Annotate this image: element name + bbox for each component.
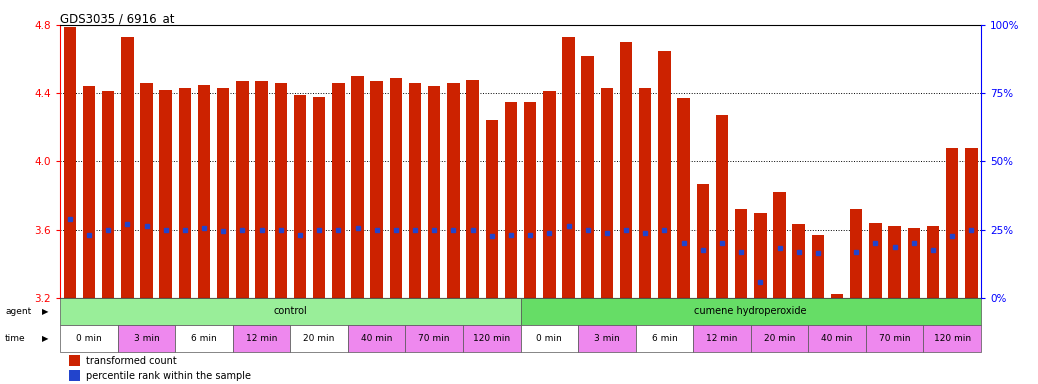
Bar — [889, 226, 901, 298]
Text: 0 min: 0 min — [537, 334, 563, 343]
Bar — [312, 96, 325, 298]
Text: cumene hydroperoxide: cumene hydroperoxide — [694, 306, 807, 316]
Text: 20 min: 20 min — [303, 334, 335, 343]
Bar — [504, 102, 517, 298]
Bar — [658, 51, 671, 298]
Bar — [275, 83, 288, 298]
Text: 20 min: 20 min — [764, 334, 795, 343]
Text: 3 min: 3 min — [594, 334, 620, 343]
Bar — [601, 88, 613, 298]
Bar — [773, 192, 786, 298]
FancyBboxPatch shape — [866, 325, 924, 353]
Bar — [563, 37, 575, 298]
FancyBboxPatch shape — [635, 325, 693, 353]
FancyBboxPatch shape — [750, 325, 809, 353]
Bar — [696, 184, 709, 298]
Bar — [830, 295, 843, 298]
Bar — [294, 95, 306, 298]
Text: GDS3035 / 6916_at: GDS3035 / 6916_at — [60, 12, 174, 25]
Bar — [428, 86, 440, 298]
Bar — [102, 91, 114, 298]
Bar — [70, 370, 81, 381]
Bar — [927, 226, 939, 298]
Text: time: time — [5, 334, 26, 343]
FancyBboxPatch shape — [175, 325, 233, 353]
Bar — [198, 84, 211, 298]
Bar — [524, 102, 537, 298]
FancyBboxPatch shape — [348, 325, 406, 353]
Bar — [160, 90, 172, 298]
Bar — [486, 121, 498, 298]
Text: 3 min: 3 min — [134, 334, 160, 343]
Bar — [850, 209, 863, 298]
FancyBboxPatch shape — [520, 298, 981, 325]
Text: 70 min: 70 min — [418, 334, 450, 343]
Text: 12 min: 12 min — [706, 334, 738, 343]
Bar — [332, 83, 345, 298]
Text: 120 min: 120 min — [933, 334, 971, 343]
FancyBboxPatch shape — [60, 325, 117, 353]
FancyBboxPatch shape — [578, 325, 635, 353]
Text: 6 min: 6 min — [652, 334, 677, 343]
Text: 40 min: 40 min — [361, 334, 392, 343]
Bar — [678, 98, 690, 298]
Text: transformed count: transformed count — [86, 356, 176, 366]
Bar — [581, 56, 594, 298]
FancyBboxPatch shape — [520, 325, 578, 353]
FancyBboxPatch shape — [809, 325, 866, 353]
Bar — [754, 212, 766, 298]
FancyBboxPatch shape — [233, 325, 291, 353]
Text: agent: agent — [5, 307, 31, 316]
Bar — [639, 88, 652, 298]
Bar — [812, 235, 824, 298]
Text: 120 min: 120 min — [473, 334, 511, 343]
Bar — [371, 81, 383, 298]
FancyBboxPatch shape — [117, 325, 175, 353]
Bar — [179, 88, 191, 298]
Bar — [121, 37, 134, 298]
Bar — [217, 88, 229, 298]
Bar — [620, 42, 632, 298]
Bar — [83, 86, 95, 298]
FancyBboxPatch shape — [924, 325, 981, 353]
Bar — [965, 148, 978, 298]
Text: ▶: ▶ — [42, 307, 48, 316]
Bar — [447, 83, 460, 298]
Bar — [543, 91, 555, 298]
Bar — [389, 78, 402, 298]
FancyBboxPatch shape — [693, 325, 750, 353]
FancyBboxPatch shape — [291, 325, 348, 353]
FancyBboxPatch shape — [406, 325, 463, 353]
Bar — [63, 26, 76, 298]
Text: ▶: ▶ — [42, 334, 48, 343]
Text: 6 min: 6 min — [191, 334, 217, 343]
Bar — [716, 115, 729, 298]
Text: 0 min: 0 min — [76, 334, 102, 343]
Bar — [70, 355, 81, 366]
Text: control: control — [273, 306, 307, 316]
Bar — [140, 83, 153, 298]
Text: percentile rank within the sample: percentile rank within the sample — [86, 371, 251, 381]
Bar — [735, 209, 747, 298]
FancyBboxPatch shape — [60, 298, 520, 325]
Bar — [237, 81, 249, 298]
Bar — [792, 224, 804, 298]
Text: 12 min: 12 min — [246, 334, 277, 343]
Bar — [946, 148, 958, 298]
Text: 40 min: 40 min — [821, 334, 853, 343]
Bar — [351, 76, 363, 298]
FancyBboxPatch shape — [463, 325, 520, 353]
Bar — [409, 83, 421, 298]
Text: 70 min: 70 min — [879, 334, 910, 343]
Bar — [869, 223, 881, 298]
Bar — [907, 228, 920, 298]
Bar — [255, 81, 268, 298]
Bar — [466, 79, 479, 298]
